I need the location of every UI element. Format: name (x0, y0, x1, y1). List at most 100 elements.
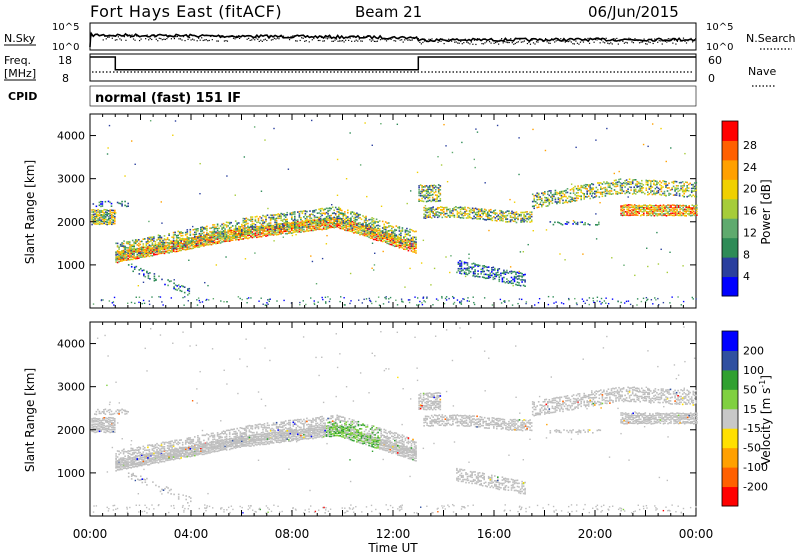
scatter-cell (158, 247, 160, 249)
scatter-cell (221, 231, 223, 233)
scatter-cell (606, 189, 608, 191)
scatter-cell (558, 199, 560, 201)
scatter-cell (97, 418, 99, 420)
scatter-cell (135, 251, 137, 253)
scatter-cell (565, 192, 567, 194)
scatter-cell (202, 240, 204, 242)
scatter-cell (338, 211, 340, 213)
scatter-cell (105, 216, 107, 218)
scatter-cell (499, 274, 501, 276)
scatter-cell (577, 224, 579, 226)
scatter-cell (353, 226, 355, 228)
scatter-cell (686, 196, 688, 198)
scatter-cell (282, 226, 283, 227)
scatter-cell (252, 225, 254, 227)
scatter-cell (238, 296, 239, 297)
scatter-cell (656, 184, 658, 186)
scatter-cell (312, 261, 313, 262)
scatter-cell (229, 222, 231, 224)
scatter-cell (371, 227, 373, 229)
scatter-cell (452, 215, 454, 217)
scatter-cell (317, 302, 318, 303)
scatter-cell (524, 285, 526, 287)
scatter-cell (678, 211, 680, 213)
scatter-cell (314, 210, 316, 212)
scatter-cell (669, 252, 670, 253)
scatter-cell (329, 215, 331, 217)
scatter-cell (649, 193, 651, 195)
scatter-cell (599, 301, 600, 302)
scatter-cell (406, 234, 408, 236)
scatter-cell (173, 232, 175, 234)
scatter-cell (121, 203, 123, 205)
scatter-cell (321, 229, 323, 231)
scatter-cell (194, 245, 196, 247)
scatter-cell (160, 296, 161, 297)
scatter-cell (555, 193, 557, 195)
scatter-cell (516, 217, 518, 219)
scatter-cell (664, 183, 666, 185)
noise-search-point (259, 41, 260, 42)
scatter-cell (261, 229, 263, 231)
scatter-cell (241, 299, 242, 300)
scatter-cell (432, 199, 434, 201)
scatter-cell (415, 252, 417, 254)
scatter-cell (123, 460, 125, 462)
scatter-cell (576, 195, 578, 197)
noise-search-point (281, 36, 282, 37)
scatter-cell (109, 420, 111, 422)
scatter-cell (335, 225, 337, 227)
scatter-cell (408, 299, 409, 300)
scatter-cell (203, 238, 205, 240)
scatter-cell (134, 164, 135, 165)
scatter-cell (378, 296, 379, 297)
scatter-cell (227, 237, 229, 239)
scatter-cell (585, 196, 587, 198)
noise-search-point (428, 39, 429, 40)
scatter-cell (235, 231, 237, 233)
scatter-cell (540, 202, 541, 203)
noise-search-point (580, 42, 581, 43)
scatter-cell (652, 123, 653, 124)
scatter-cell (581, 221, 583, 223)
noise-search-point (651, 39, 652, 40)
noise-search-point (507, 42, 508, 43)
scatter-cell (100, 206, 102, 208)
scatter-cell (492, 220, 494, 222)
scatter-cell (199, 246, 201, 248)
scatter-cell (279, 231, 281, 233)
scatter-cell (394, 236, 396, 238)
scatter-cell (105, 420, 107, 422)
scatter-cell (212, 224, 214, 226)
scatter-cell (448, 209, 450, 211)
scatter-cell (390, 235, 392, 237)
scatter-cell (464, 211, 466, 213)
noise-search-point (462, 43, 463, 44)
scatter-cell (623, 209, 625, 211)
scatter-cell (518, 174, 519, 175)
scatter-cell (229, 234, 231, 236)
scatter-cell (688, 211, 690, 213)
noise-search-point (263, 39, 264, 40)
noise-search-point (431, 38, 432, 39)
scatter-cell (401, 298, 402, 299)
scatter-cell (204, 282, 205, 283)
scatter-cell (623, 214, 625, 216)
scatter-cell (199, 193, 200, 194)
noise-search-point (260, 40, 261, 41)
scatter-cell (648, 214, 650, 216)
scatter-cell (583, 187, 585, 189)
scatter-cell (271, 215, 273, 217)
scatter-cell (191, 248, 193, 250)
scatter-cell (423, 213, 425, 215)
noise-search-point (640, 42, 641, 43)
scatter-cell (96, 215, 98, 217)
scatter-cell (634, 214, 636, 216)
scatter-cell (473, 216, 475, 218)
noise-trace (90, 34, 696, 48)
scatter-cell (437, 207, 439, 209)
scatter-cell (666, 207, 668, 209)
scatter-cell (467, 274, 469, 276)
scatter-cell (508, 300, 509, 301)
scatter-cell (425, 301, 426, 302)
